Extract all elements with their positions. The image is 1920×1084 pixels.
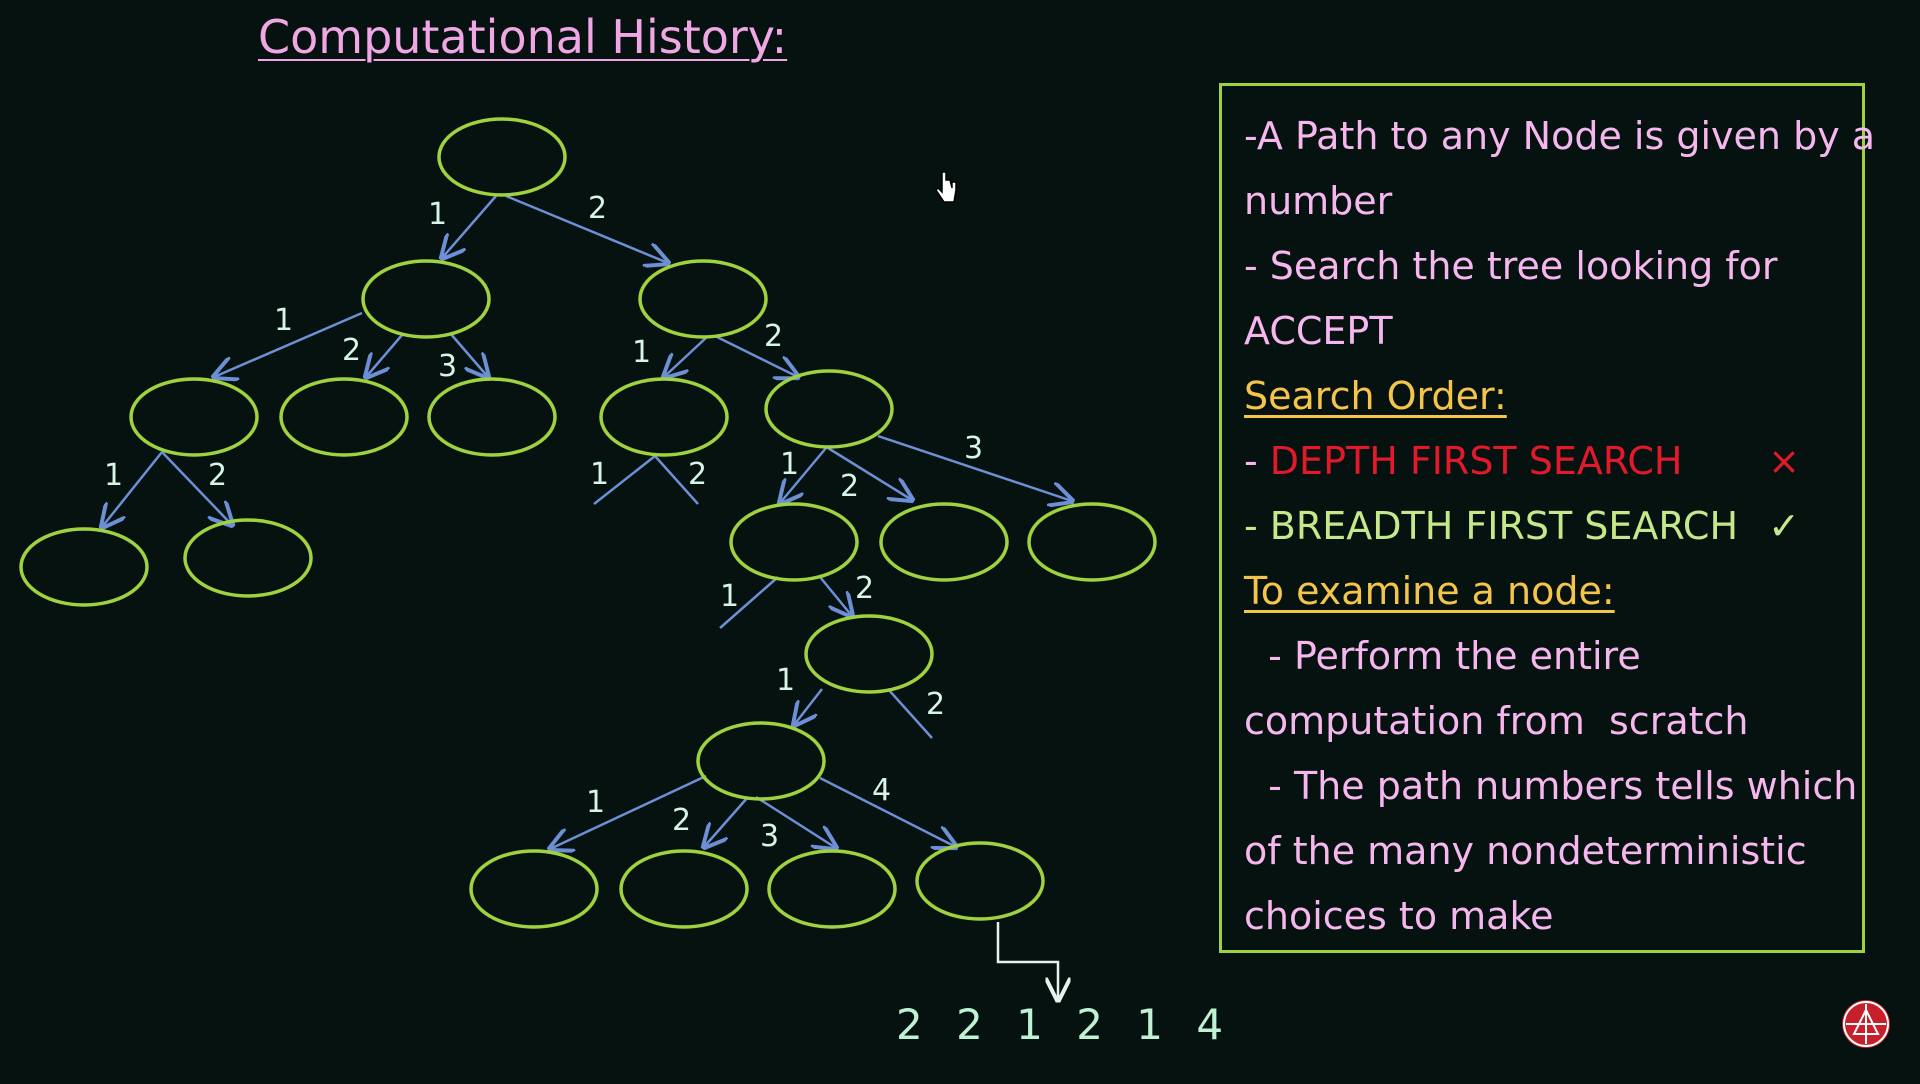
edge-label: 2 <box>764 319 783 354</box>
edge <box>102 451 163 527</box>
edge-label: 2 <box>588 191 607 226</box>
note-line: - Perform the entire <box>1244 634 1641 678</box>
edge <box>449 332 488 377</box>
edge <box>505 194 668 263</box>
edge-label: 2 <box>672 803 691 838</box>
edge <box>593 455 656 505</box>
edge-label: 1 <box>428 197 447 232</box>
path-number: 2 2 1 2 1 4 <box>896 1000 1234 1049</box>
edge-label: 2 <box>688 457 707 492</box>
dfs-line: - DEPTH FIRST SEARCH × <box>1244 429 1840 494</box>
edge <box>714 334 798 377</box>
mouse-cursor-icon <box>935 171 957 203</box>
edge-label: 3 <box>438 349 457 384</box>
note-line: - The path numbers tells which <box>1244 764 1858 808</box>
tree-node <box>1027 502 1157 582</box>
edge-label: 4 <box>872 773 891 808</box>
edge <box>654 455 699 505</box>
tree-node <box>427 377 557 457</box>
note-line: computation from scratch <box>1244 699 1749 743</box>
note-line: -A Path to any Node is given by a <box>1244 114 1876 158</box>
edge <box>161 451 232 525</box>
edge-label: 1 <box>780 447 799 482</box>
cross-icon: × <box>1768 439 1800 483</box>
tree-node <box>804 614 934 694</box>
edge <box>704 796 749 847</box>
tree-node <box>469 849 599 929</box>
edge-label: 1 <box>274 303 293 338</box>
edge <box>827 446 912 500</box>
tree-node <box>638 259 768 339</box>
search-order-heading: Search Order: <box>1244 374 1507 418</box>
edge <box>794 688 823 725</box>
edge-label: 2 <box>855 571 874 606</box>
edge <box>819 576 852 616</box>
tree-node <box>729 502 859 582</box>
note-line: choices to make <box>1244 894 1554 938</box>
edge <box>755 795 836 848</box>
page-title: Computational History: <box>258 10 788 64</box>
tree-node <box>764 369 894 449</box>
edge <box>819 776 956 847</box>
bfs-line: - BREADTH FIRST SEARCH ✓ <box>1244 494 1840 559</box>
path-pointer-arrow <box>996 922 1058 1000</box>
edge <box>214 311 363 377</box>
tree-node <box>619 849 749 929</box>
edge <box>780 447 827 503</box>
edge-label: 1 <box>586 785 605 820</box>
edge <box>887 688 933 739</box>
edge-label: 1 <box>632 335 651 370</box>
tree-node <box>19 527 149 607</box>
tree-node <box>183 518 313 598</box>
edge-label: 2 <box>208 458 227 493</box>
edge-label: 3 <box>760 819 779 854</box>
tree-node <box>279 377 409 457</box>
note-line: - Search the tree looking for <box>1244 244 1778 288</box>
edge <box>719 576 779 629</box>
edge-label: 1 <box>104 458 123 493</box>
edge-label: 1 <box>776 663 795 698</box>
edge <box>366 334 403 377</box>
edge <box>550 774 707 849</box>
tree-node <box>361 259 491 339</box>
edge <box>877 434 1072 501</box>
edge-label: 2 <box>342 333 361 368</box>
tree-node <box>915 841 1045 921</box>
edge-label: 1 <box>720 579 739 614</box>
tree-node <box>437 117 567 197</box>
edge <box>442 195 497 258</box>
tree-node <box>599 377 729 457</box>
note-line: of the many nondeterministic <box>1244 829 1807 873</box>
dfs-label: DEPTH FIRST SEARCH <box>1269 439 1683 483</box>
note-line: ACCEPT <box>1244 309 1393 353</box>
edge-label: 2 <box>840 469 859 504</box>
tree-node <box>879 502 1009 582</box>
tree-node <box>767 849 897 929</box>
notes-box: -A Path to any Node is given by a number… <box>1219 83 1876 953</box>
note-line: number <box>1244 179 1393 223</box>
bfs-label: - BREADTH FIRST SEARCH <box>1244 504 1739 548</box>
examine-heading: To examine a node: <box>1244 569 1615 613</box>
tree-node <box>696 721 826 801</box>
edge-label: 1 <box>590 457 609 492</box>
edge-label: 2 <box>926 687 945 722</box>
tree-node <box>129 377 259 457</box>
edge <box>664 335 709 377</box>
edge-label: 3 <box>964 431 983 466</box>
logo-icon <box>1842 1000 1890 1048</box>
check-icon: ✓ <box>1768 504 1800 548</box>
